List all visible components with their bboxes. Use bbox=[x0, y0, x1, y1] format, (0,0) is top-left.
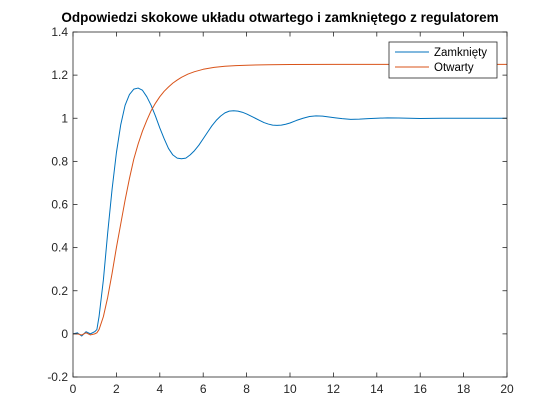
legend-label-1: Zamknięty bbox=[434, 47, 487, 59]
x-tick-label: 10 bbox=[283, 382, 297, 396]
y-tick-label: 1.2 bbox=[51, 68, 68, 82]
x-tick-label: 6 bbox=[200, 382, 207, 396]
y-tick-label: 0.4 bbox=[51, 241, 68, 255]
legend-label-2: Otwarty bbox=[434, 62, 474, 74]
x-tick-label: 12 bbox=[327, 382, 341, 396]
y-tick-label: 0.6 bbox=[51, 198, 68, 212]
x-tick-label: 2 bbox=[113, 382, 120, 396]
plot-area bbox=[73, 32, 507, 377]
chart-title: Odpowiedzi skokowe układu otwartego i za… bbox=[61, 10, 499, 25]
x-tick-label: 0 bbox=[70, 382, 77, 396]
y-tick-label: 0 bbox=[61, 327, 68, 341]
x-tick-label: 20 bbox=[500, 382, 514, 396]
x-tick-label: 14 bbox=[370, 382, 384, 396]
ticks: 0 2 4 6 8 10 12 14 16 18 20-0.200.20.40.60.811.21.… bbox=[47, 25, 514, 396]
y-tick-label: 1.4 bbox=[51, 25, 68, 39]
y-tick-label: -0.2 bbox=[47, 370, 68, 384]
y-tick-label: 1 bbox=[61, 111, 68, 125]
x-tick-label: 8 bbox=[243, 382, 250, 396]
series-line-2 bbox=[73, 63, 507, 336]
y-tick-label: 0.8 bbox=[51, 154, 68, 168]
legend: Zamknięty Otwarty bbox=[388, 41, 498, 79]
x-tick-label: 18 bbox=[457, 382, 471, 396]
series-line-1 bbox=[72, 87, 507, 337]
x-tick-label: 4 bbox=[156, 382, 163, 396]
y-tick-label: 0.2 bbox=[51, 284, 68, 298]
series-lines bbox=[72, 63, 507, 337]
legend-box bbox=[388, 41, 498, 79]
x-tick-label: 16 bbox=[414, 382, 428, 396]
